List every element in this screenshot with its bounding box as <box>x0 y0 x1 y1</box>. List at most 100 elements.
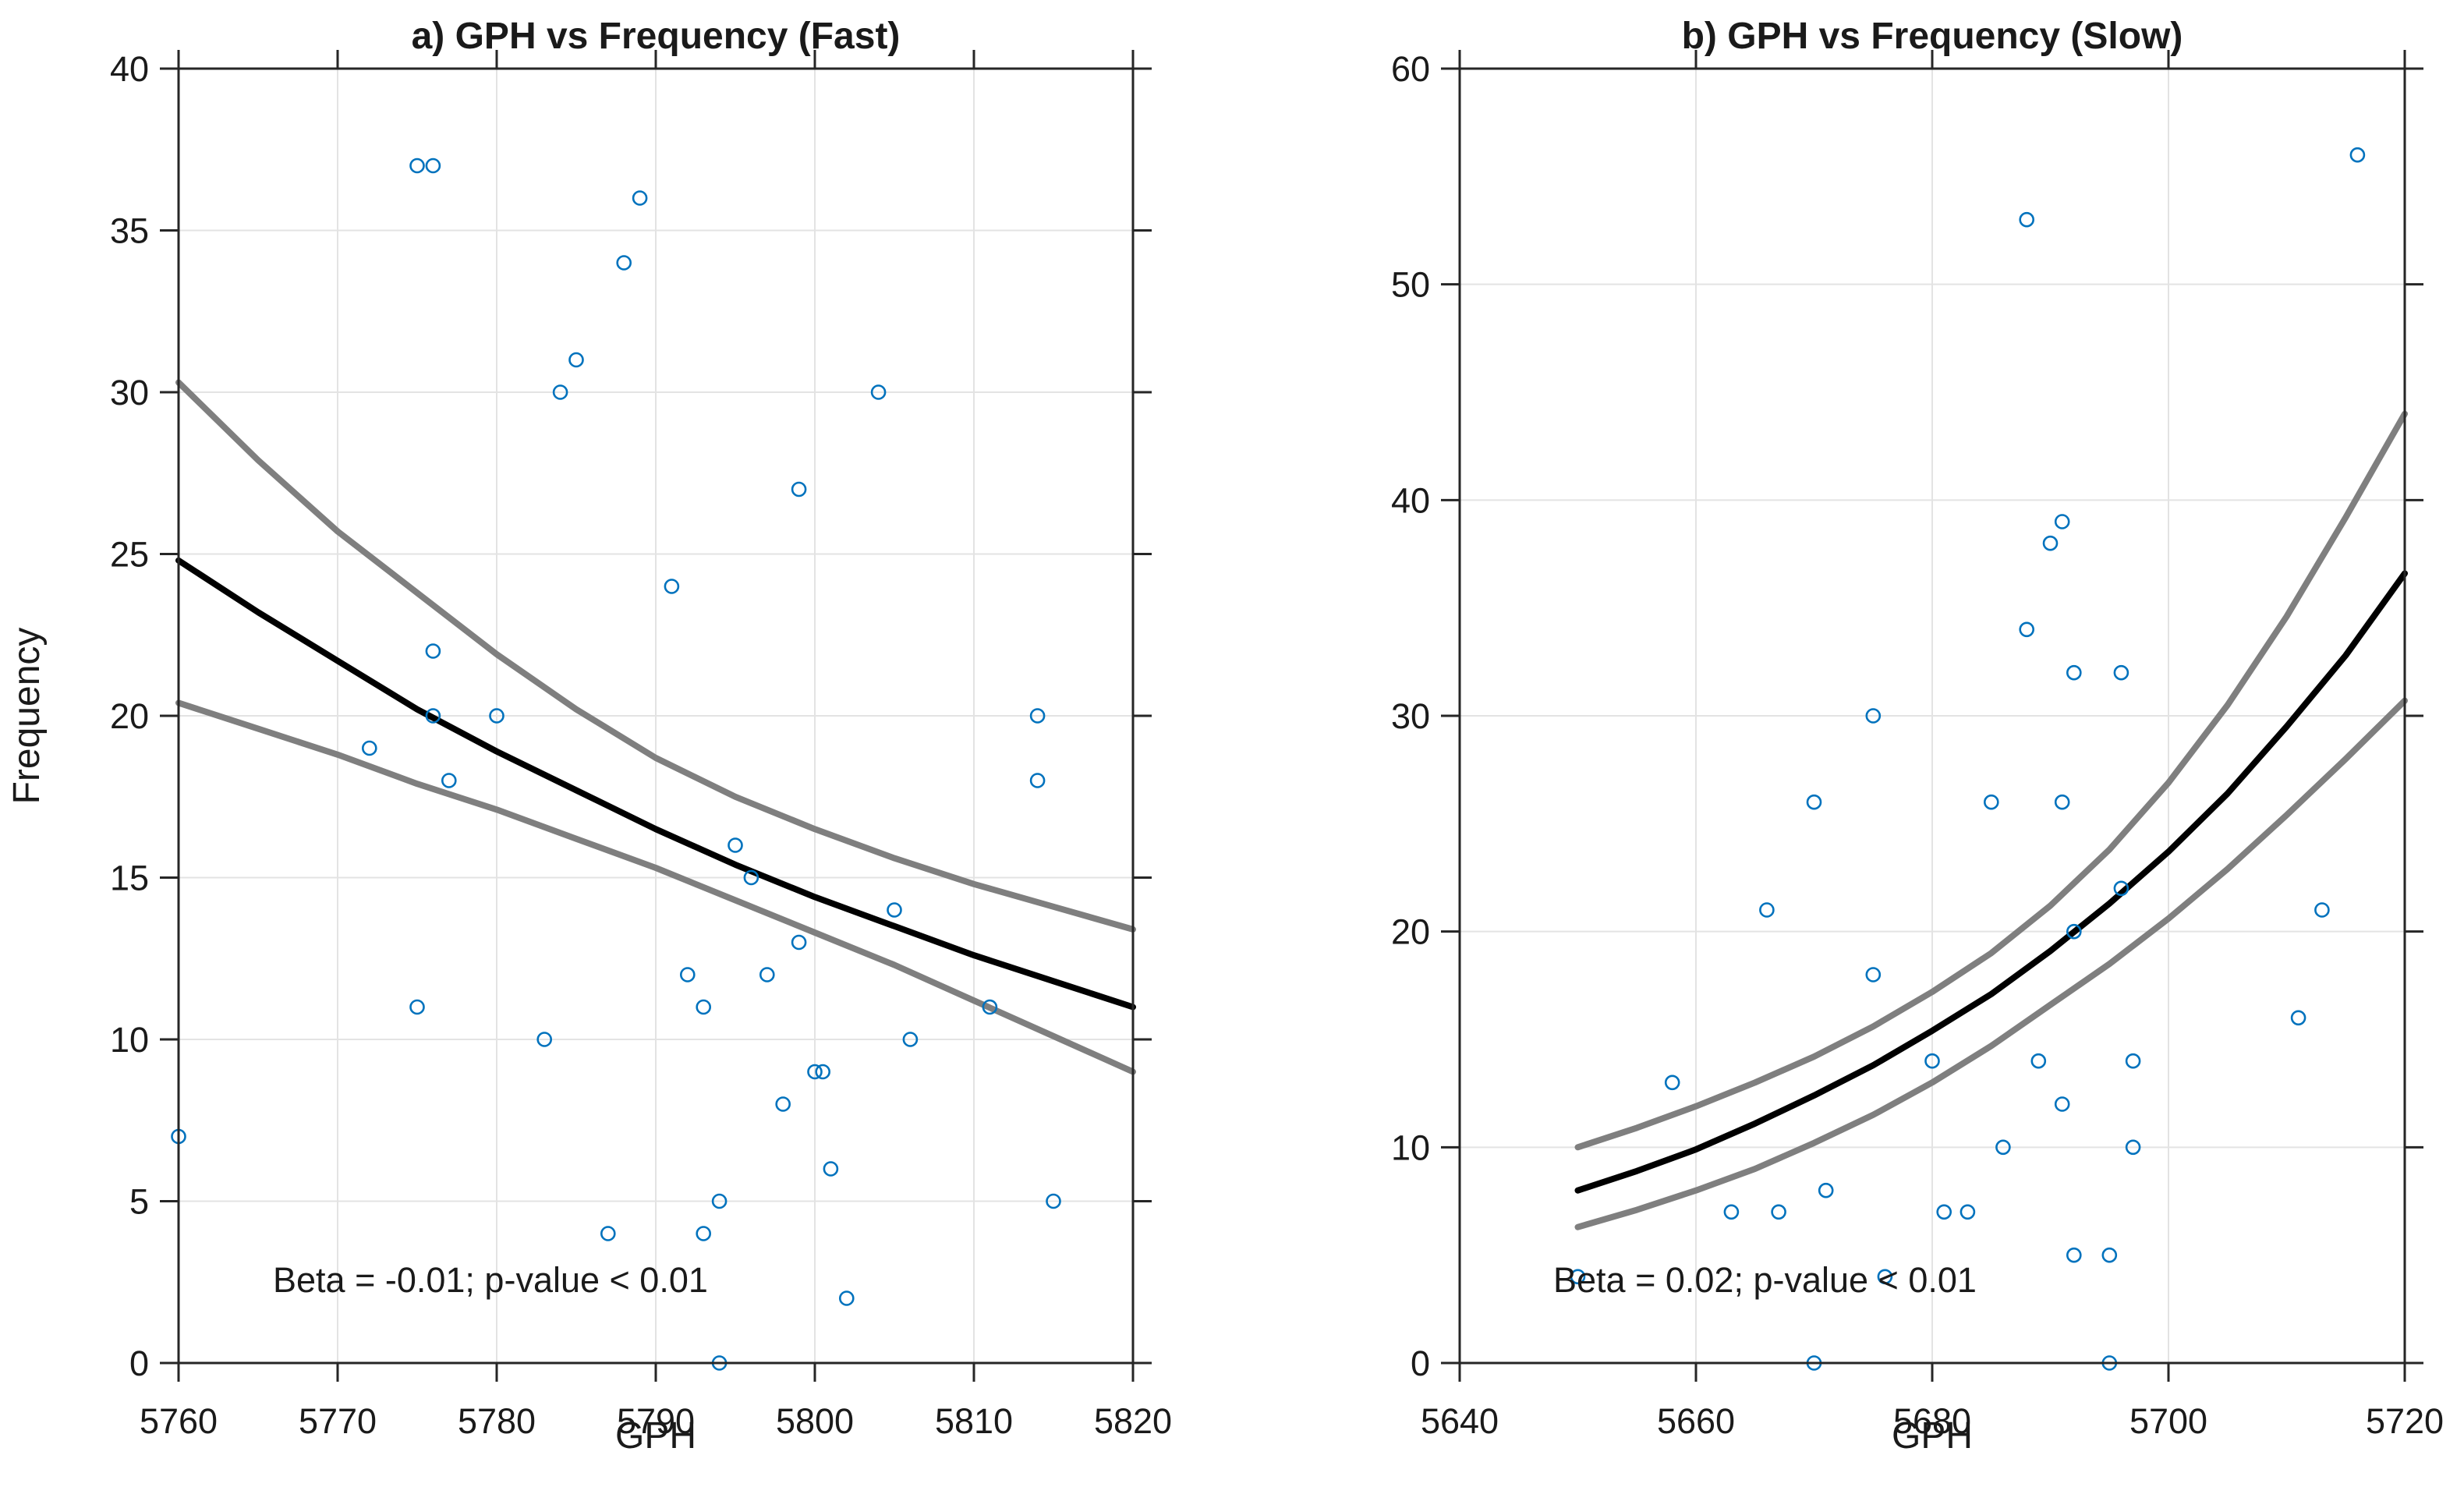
data-point <box>2125 1053 2141 1069</box>
data-point <box>823 1161 839 1177</box>
data-point <box>2125 1139 2141 1156</box>
data-point <box>361 740 377 756</box>
data-point <box>775 1096 791 1112</box>
data-point <box>743 869 759 886</box>
data-point <box>2054 514 2070 529</box>
data-point <box>2113 664 2129 681</box>
ci-upper-curve <box>1574 410 2408 1151</box>
data-point <box>1029 773 1046 788</box>
data-point <box>489 708 504 724</box>
data-point <box>1865 708 1882 724</box>
x-tick-label: 5680 <box>1893 1401 1971 1441</box>
data-point <box>1924 1053 1940 1069</box>
panel-fast: 5760 5770 5780 5790 5800 5810 5820 0 5 10 15 20 25 30… <box>6 16 1172 1457</box>
y-tick-label: 20 <box>1391 912 1430 952</box>
data-point <box>1771 1204 1786 1220</box>
x-tick-label: 5810 <box>935 1401 1013 1441</box>
data-point <box>1570 1269 1586 1285</box>
data-point <box>632 190 648 206</box>
x-tick-label: 5660 <box>1657 1401 1735 1441</box>
x-tick-label: 5790 <box>617 1401 695 1441</box>
data-point <box>552 384 568 400</box>
data-point <box>2030 1053 2047 1069</box>
data-point <box>1877 1269 1893 1285</box>
data-point <box>807 1064 823 1080</box>
data-point <box>2019 621 2034 638</box>
y-tick-label: 40 <box>110 49 149 89</box>
panel-title: b) GPH vs Frequency (Slow) <box>1682 16 2183 57</box>
data-point <box>982 999 998 1015</box>
data-point <box>1865 967 1882 982</box>
data-point <box>1960 1204 1976 1220</box>
y-axis-label: Frequency <box>6 628 48 805</box>
beta-annotation: Beta = -0.01; p-value < 0.01 <box>273 1260 708 1300</box>
x-tick-label: 5770 <box>299 1401 377 1441</box>
data-point <box>409 999 425 1015</box>
ci-upper-curve <box>175 379 1136 933</box>
data-point <box>2349 147 2366 163</box>
data-point <box>1759 902 1775 918</box>
data-point <box>696 999 712 1015</box>
data-point <box>425 643 441 659</box>
x-tick-label: 5820 <box>1094 1401 1172 1441</box>
data-point <box>2066 923 2082 940</box>
x-tick-label: 5640 <box>1421 1401 1499 1441</box>
y-tick-label: 10 <box>1391 1128 1430 1167</box>
ci-lower-curve <box>1574 697 2408 1230</box>
data-point <box>2113 880 2129 897</box>
y-tick-label: 0 <box>129 1344 149 1383</box>
data-point <box>815 1064 830 1080</box>
x-tick-label: 5720 <box>2366 1401 2444 1441</box>
data-point <box>441 773 457 788</box>
data-point <box>425 158 441 174</box>
y-tick-label: 10 <box>110 1020 149 1060</box>
data-point <box>600 1226 616 1241</box>
data-point <box>1723 1204 1740 1220</box>
data-point <box>887 902 902 918</box>
data-point <box>616 255 632 271</box>
x-tick-label: 5700 <box>2129 1401 2207 1441</box>
data-point <box>839 1290 855 1306</box>
data-point <box>2290 1010 2306 1026</box>
x-tick-label: 5760 <box>140 1401 218 1441</box>
y-tick-label: 60 <box>1391 49 1430 89</box>
data-point <box>2314 902 2330 918</box>
data-point <box>2019 211 2034 228</box>
data-point <box>1664 1074 1680 1091</box>
ci-lower-curve <box>175 699 1136 1075</box>
data-point <box>1806 794 1822 810</box>
beta-annotation: Beta = 0.02; p-value < 0.01 <box>1553 1260 1977 1300</box>
data-point <box>2066 664 2082 681</box>
fit-curve <box>175 557 1136 1011</box>
data-point <box>2101 1247 2118 1263</box>
data-point <box>425 708 441 724</box>
data-point <box>664 579 680 594</box>
fit-curve <box>1574 570 2408 1194</box>
y-tick-label: 35 <box>110 211 149 251</box>
data-point <box>409 158 425 174</box>
x-axis-label: GPH <box>615 1415 696 1457</box>
data-point <box>679 967 696 982</box>
data-point <box>728 837 743 853</box>
y-tick-label: 30 <box>1391 696 1430 736</box>
y-tick-label: 30 <box>110 373 149 412</box>
y-tick-label: 25 <box>110 535 149 575</box>
y-tick-label: 0 <box>1411 1344 1430 1383</box>
data-point <box>2054 794 2070 810</box>
data-point <box>870 384 887 400</box>
data-point <box>696 1226 712 1241</box>
x-axis-label: GPH <box>1892 1415 1973 1457</box>
data-point <box>1029 708 1046 724</box>
y-tick-label: 50 <box>1391 265 1430 305</box>
y-tick-label: 40 <box>1391 480 1430 520</box>
panel-title: a) GPH vs Frequency (Fast) <box>412 16 901 57</box>
data-point <box>902 1032 919 1047</box>
y-tick-label: 15 <box>110 859 149 898</box>
data-point <box>1046 1193 1061 1209</box>
data-point <box>2066 1247 2082 1263</box>
data-point <box>759 967 775 982</box>
data-point <box>536 1032 553 1047</box>
